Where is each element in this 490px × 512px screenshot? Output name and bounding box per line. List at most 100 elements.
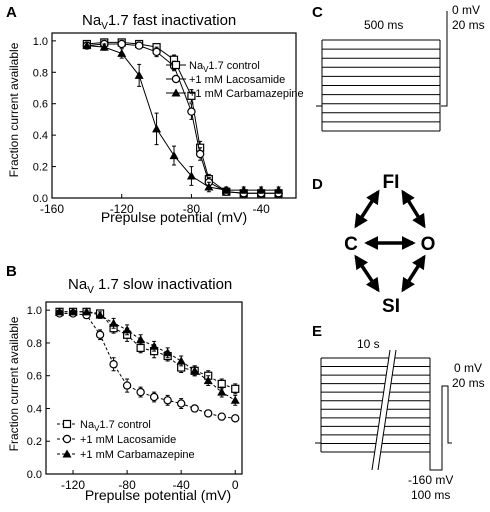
plot-a-ylabel: Fraction current available (7, 42, 21, 177)
x-tick-label: -160 (40, 202, 64, 216)
panel-c: C 500 ms 0 mV 20 ms (312, 3, 485, 132)
data-point-filled-triangle (122, 325, 132, 334)
data-point-open-circle (231, 414, 240, 423)
plot-b-xlabel: Prepulse potential (mV) (85, 487, 231, 503)
data-point-open-circle (217, 412, 226, 421)
data-point-open-circle (136, 387, 145, 397)
state-fi-label: FI (383, 172, 400, 193)
state-c-label: C (344, 234, 358, 255)
panel-e-letter: E (312, 323, 322, 340)
plot-b-marks (55, 307, 240, 423)
data-point-open-circle (190, 404, 199, 413)
protocol-e-steps (315, 349, 452, 471)
protocol-e-duration-label: 10 s (357, 337, 380, 351)
plot-a-legend: NaV1.7 control +1 mM Lacosamide +1 mM Ca… (166, 60, 304, 100)
protocol-c-voltage-label: 0 mV (452, 3, 480, 17)
protocol-c-time-label: 20 ms (452, 18, 485, 32)
data-point-filled-triangle (117, 48, 127, 57)
data-point-filled-triangle (136, 335, 146, 344)
data-point-filled-triangle (134, 70, 144, 79)
data-point-open-circle (187, 107, 196, 116)
arrow-fi-o (401, 189, 426, 229)
panel-d-letter: D (312, 176, 323, 193)
data-point-filled-triangle (163, 348, 173, 357)
data-point-filled-triangle (82, 41, 92, 50)
legend-a-lacosamide-label: +1 mM Lacosamide (189, 74, 285, 86)
plot-b-ylabel: Fraction current available (7, 316, 21, 451)
x-tick-label: -40 (173, 478, 191, 492)
arrow-c-si (354, 254, 380, 293)
legend-b-control-label: NaV1.7 control (80, 419, 151, 433)
arrow-o-si (401, 254, 426, 293)
legend-b-carbamazepine-marker (57, 449, 77, 458)
data-point-filled-triangle (190, 366, 200, 375)
data-point-filled-triangle (149, 341, 159, 350)
state-si-label: SI (382, 296, 400, 317)
state-o-label: O (421, 234, 436, 255)
time-break-line (377, 349, 397, 471)
data-point-open-square (187, 91, 196, 100)
y-tick-label: 1.0 (27, 305, 42, 317)
data-point-filled-triangle (203, 376, 213, 385)
legend-a-control-marker (166, 60, 186, 70)
data-point-filled-triangle (176, 356, 186, 365)
legend-b-carbamazepine-label: +1 mM Carbamazepine (80, 449, 195, 461)
data-point-filled-triangle (82, 307, 92, 316)
y-tick-label: 0.8 (33, 67, 48, 79)
plot-frame (51, 32, 297, 199)
plot-b-legend: NaV1.7 control +1 mM Lacosamide +1 mM Ca… (57, 419, 195, 461)
protocol-c-steps (316, 11, 448, 132)
series-line-filled-triangle (59, 311, 236, 401)
data-point-filled-triangle (221, 185, 231, 194)
panel-b-title: NaV 1.7 slow inactivation (68, 276, 232, 296)
x-tick-label: 0 (232, 478, 239, 492)
panel-b: B NaV 1.7 slow inactivation 0.0 0.2 0.4 0.6… (6, 263, 243, 503)
series-line-open-circle (59, 313, 236, 419)
data-point-filled-triangle (186, 171, 196, 180)
data-point-filled-triangle (256, 185, 266, 194)
data-point-filled-triangle (95, 310, 105, 319)
y-tick-label: 0.2 (27, 436, 42, 448)
panel-a-title: NaV1.7 fast inactivation (82, 12, 236, 32)
plot-a-marks (82, 38, 284, 198)
data-point-filled-triangle (68, 307, 78, 316)
data-point-open-square (231, 384, 240, 393)
data-point-filled-triangle (152, 124, 162, 133)
legend-a-carbamazepine-marker (166, 88, 186, 97)
protocol-e-hold-time-label: 100 ms (411, 488, 450, 502)
data-point-filled-triangle (217, 387, 227, 396)
x-tick-label: -80 (183, 202, 201, 216)
plot-a-axes: 0.0 0.2 0.4 0.6 0.8 1.0 -160 -120 -80 -40 (33, 32, 297, 216)
y-tick-label: 0.6 (33, 99, 48, 111)
y-tick-label: 0.0 (33, 193, 48, 205)
data-point-open-circle (176, 399, 186, 408)
legend-b-control-marker (57, 419, 77, 429)
data-point-open-circle (152, 47, 161, 57)
time-break-gap (372, 350, 396, 470)
data-point-filled-triangle (230, 395, 240, 404)
panel-b-letter: B (6, 263, 17, 280)
y-tick-label: 0.6 (27, 371, 42, 383)
series-line-filled-triangle (86, 45, 279, 191)
panel-d: D FI C O SI (312, 172, 435, 317)
data-point-open-circle (117, 39, 126, 49)
data-point-open-circle (163, 396, 172, 405)
x-tick-label: -80 (118, 478, 136, 492)
data-point-filled-triangle (204, 182, 214, 191)
plot-frame (45, 301, 243, 475)
data-point-filled-triangle (239, 185, 249, 194)
data-point-filled-triangle (274, 185, 284, 194)
data-point-open-square (136, 343, 145, 352)
arrow-fi-c (354, 189, 380, 229)
protocol-c-duration-label: 500 ms (364, 18, 403, 32)
x-tick-label: -120 (110, 202, 134, 216)
data-point-open-circle (134, 41, 144, 50)
data-point-open-circle (204, 409, 213, 418)
y-tick-label: 0.2 (33, 162, 48, 174)
data-point-filled-triangle (99, 42, 109, 51)
protocol-e-hold-voltage-label: -160 mV (408, 473, 453, 487)
recovery-and-test-pulse (429, 385, 452, 471)
panel-c-letter: C (312, 4, 323, 21)
legend-b-lacosamide-label: +1 mM Lacosamide (80, 434, 176, 446)
